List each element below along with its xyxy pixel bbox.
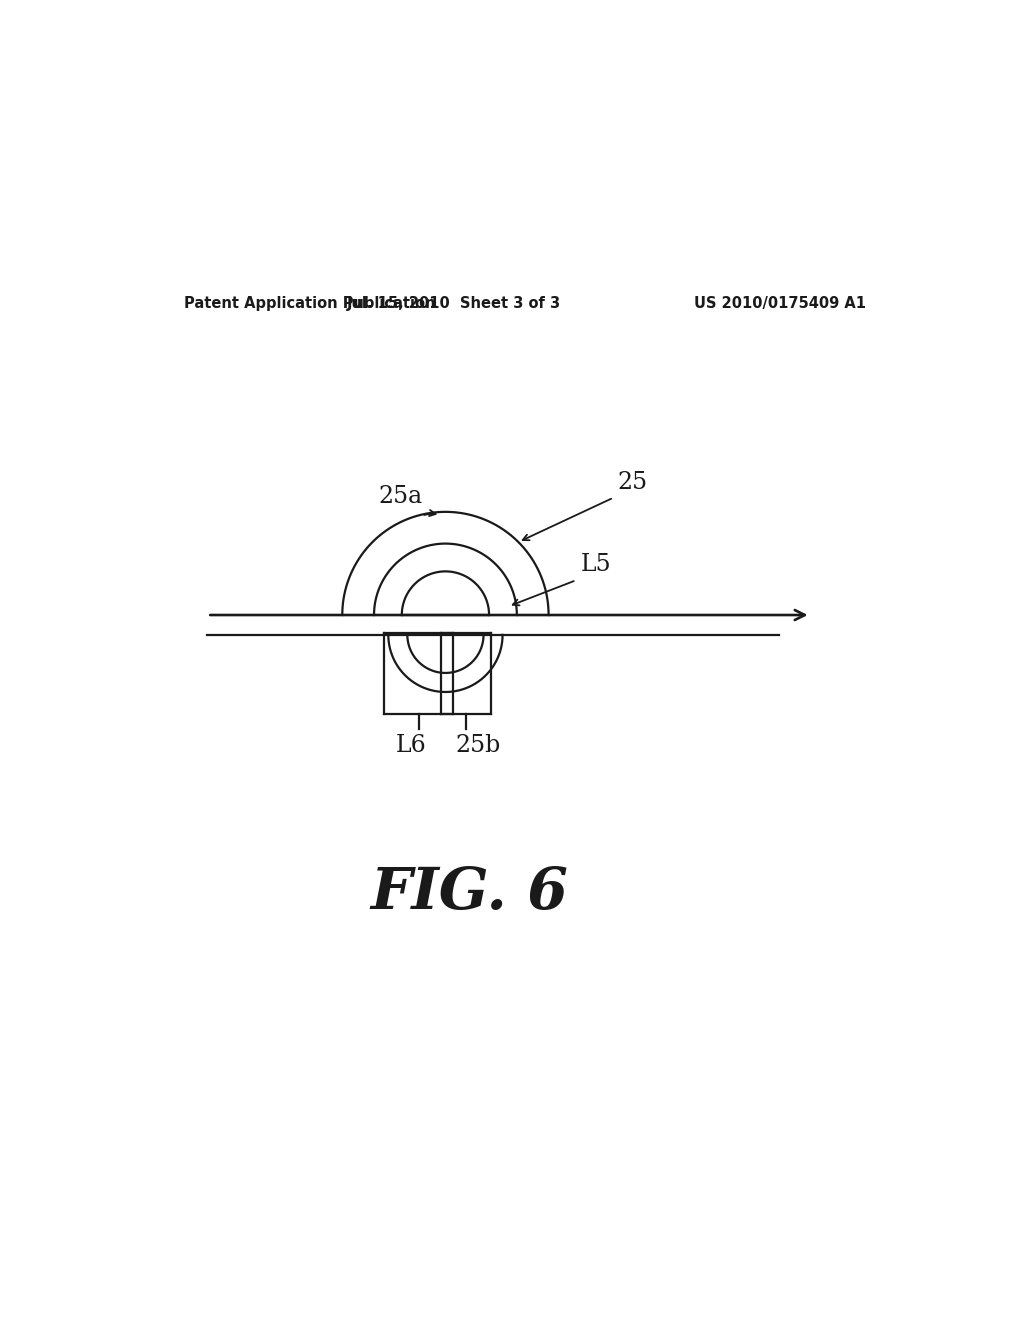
Text: FIG. 6: FIG. 6	[371, 865, 568, 921]
Text: L6: L6	[395, 734, 426, 758]
Text: Jul. 15, 2010  Sheet 3 of 3: Jul. 15, 2010 Sheet 3 of 3	[346, 297, 560, 312]
Text: 25b: 25b	[456, 734, 501, 758]
Text: 25: 25	[617, 471, 648, 494]
Text: Patent Application Publication: Patent Application Publication	[183, 297, 435, 312]
Text: 25a: 25a	[378, 484, 422, 508]
Text: US 2010/0175409 A1: US 2010/0175409 A1	[694, 297, 866, 312]
Text: L5: L5	[581, 553, 611, 576]
